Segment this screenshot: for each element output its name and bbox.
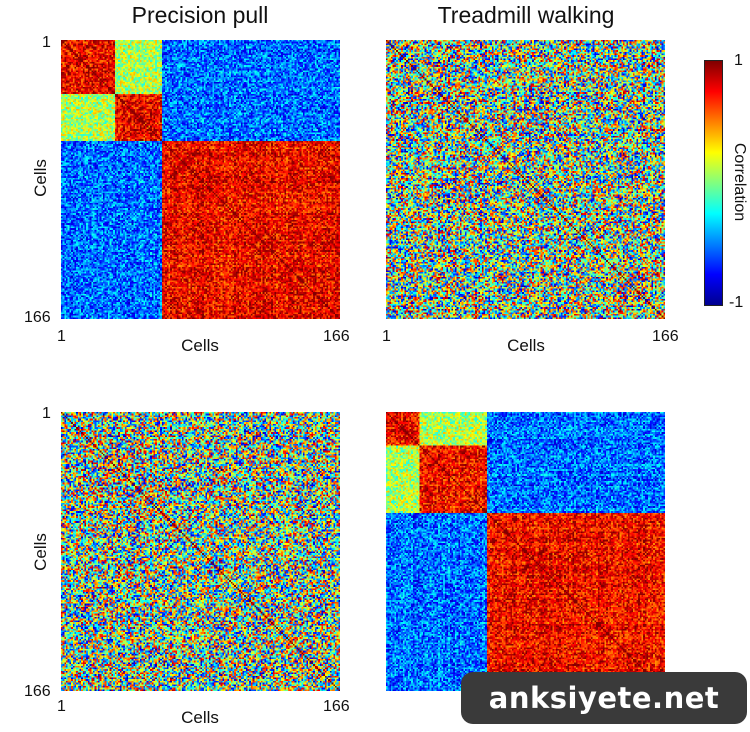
heatmap-top-left [61,40,340,319]
y-tick-bottom-left-start: 1 [42,405,51,422]
x-axis-label-top-left: Cells [181,336,219,355]
title-precision-pull: Precision pull [131,2,269,28]
y-axis-label-top-left: Cells [31,159,50,197]
x-tick-bottom-left-start: 1 [57,698,66,715]
colorbar [704,60,723,306]
x-axis-label-top-right: Cells [507,336,545,355]
x-axis-label-bottom-left: Cells [181,708,219,727]
watermark-badge: anksiyete.net [461,672,747,724]
title-treadmill-walking: Treadmill walking [437,2,615,28]
colorbar-max-label: 1 [734,52,743,69]
heatmap-top-right [386,40,665,319]
y-tick-top-left-end: 166 [24,309,51,326]
y-tick-top-left-start: 1 [42,34,51,51]
colorbar-title: Correlation [731,142,748,222]
y-axis-label-bottom-left: Cells [31,533,50,571]
y-tick-bottom-left-end: 166 [24,683,51,700]
x-tick-top-right-end: 166 [652,328,679,345]
colorbar-min-label: -1 [729,294,744,311]
x-tick-bottom-left-end: 166 [323,698,350,715]
heatmap-bottom-right [386,412,665,691]
x-tick-top-right-start: 1 [382,328,391,345]
x-tick-top-left-end: 166 [323,328,350,345]
x-tick-top-left-start: 1 [57,328,66,345]
heatmap-bottom-left [61,412,340,691]
